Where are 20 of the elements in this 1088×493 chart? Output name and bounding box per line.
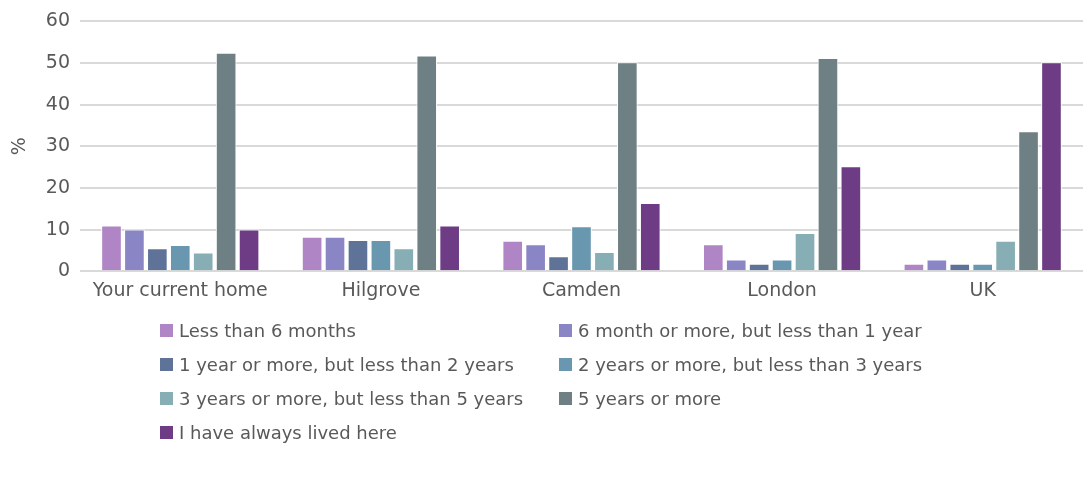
legend-label: 3 years or more, but less than 5 years bbox=[179, 388, 524, 409]
legend-label: Less than 6 months bbox=[179, 320, 356, 341]
legend-label: 1 year or more, but less than 2 years bbox=[179, 354, 514, 375]
legend-label: I have always lived here bbox=[179, 422, 397, 443]
legend-label: 6 month or more, but less than 1 year bbox=[578, 320, 922, 341]
y-axis-title: % bbox=[7, 137, 30, 156]
y-tick-label: 30 bbox=[45, 133, 70, 156]
legend-label: 2 years or more, but less than 3 years bbox=[578, 354, 923, 375]
y-tick-label: 20 bbox=[45, 174, 70, 197]
x-tick-label: Your current home bbox=[91, 277, 268, 300]
y-tick-label: 10 bbox=[45, 216, 70, 239]
x-tick-label: London bbox=[747, 277, 817, 300]
y-tick-label: 0 bbox=[57, 258, 70, 281]
x-tick-label: Camden bbox=[541, 277, 622, 300]
y-tick-label: 60 bbox=[45, 8, 70, 31]
x-tick-label: UK bbox=[969, 277, 997, 300]
x-tick-label: Hilgrove bbox=[341, 277, 421, 300]
legend-label: 5 years or more bbox=[578, 388, 722, 409]
y-tick-label: 50 bbox=[45, 49, 70, 72]
y-tick-label: 40 bbox=[45, 91, 70, 114]
